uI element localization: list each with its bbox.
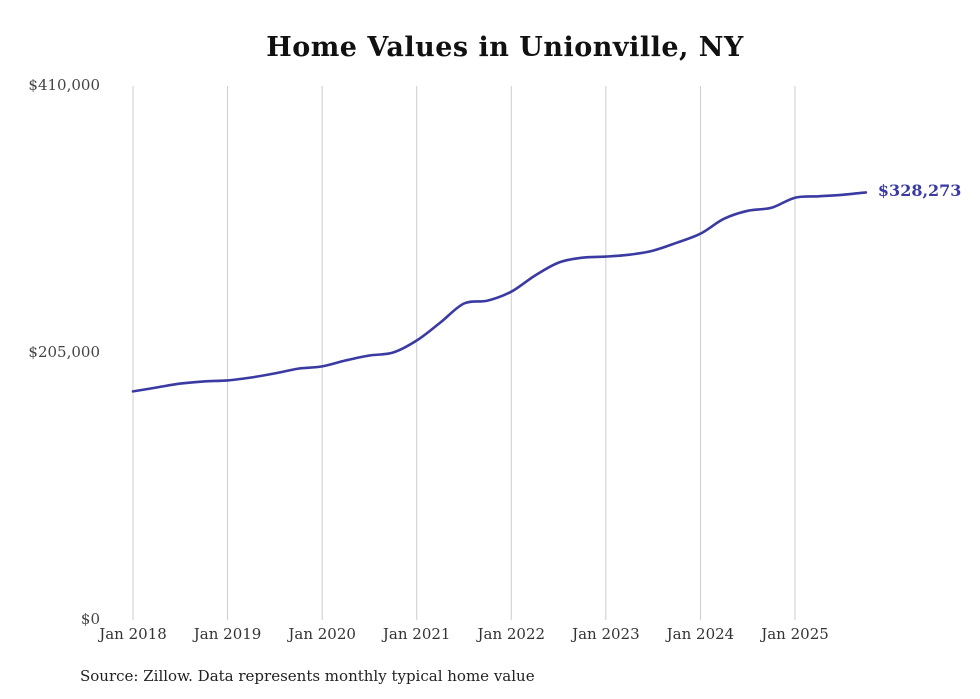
y-tick-label: $0 [80, 610, 100, 628]
x-tick-label: Jan 2022 [477, 625, 546, 643]
latest-value-label: $328,273 [877, 181, 962, 201]
x-tick-label: Jan 2020 [288, 625, 356, 643]
chart-title: Home Values in Unionville, NY [266, 32, 744, 63]
source-note: Source: Zillow. Data represents monthly … [80, 667, 535, 685]
y-tick-label: $410,000 [28, 76, 100, 94]
x-tick-label: Jan 2023 [572, 625, 640, 643]
x-tick-label: Jan 2019 [193, 625, 262, 643]
x-tick-label: Jan 2024 [666, 625, 735, 643]
x-tick-label: Jan 2018 [99, 625, 167, 643]
x-tick-label: Jan 2021 [382, 625, 451, 643]
y-tick-label: $205,000 [28, 343, 100, 361]
x-tick-label: Jan 2025 [761, 625, 829, 643]
home-value-line [131, 191, 868, 393]
